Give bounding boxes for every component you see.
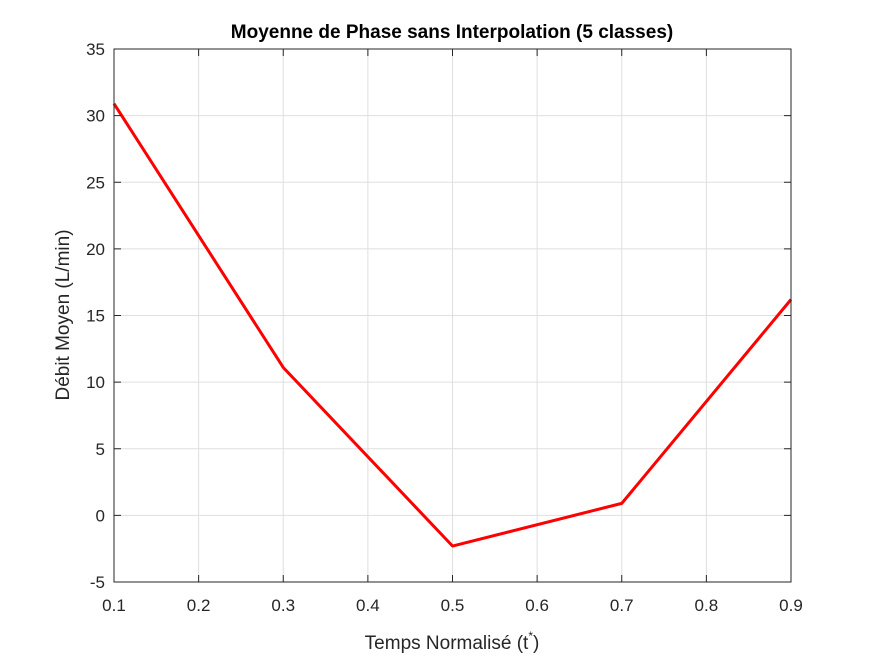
y-tick-label: 30 [86,107,105,126]
y-tick-labels: -5 0 5 10 15 20 25 30 35 [86,40,105,592]
y-tick-label: 35 [86,40,105,59]
y-tick-label: -5 [90,573,105,592]
y-axis-label: Débit Moyen (L/min) [53,229,74,400]
series-line [112,102,793,548]
x-tick-label: 0.3 [271,596,295,615]
x-tick-label: 0.8 [695,596,719,615]
x-axis-label: Temps Normalisé (t*) [365,629,540,654]
y-tick-label: 0 [96,506,105,525]
x-tick-label: 0.4 [356,596,380,615]
tick-marks [113,48,792,583]
y-tick-label: 25 [86,173,105,192]
x-tick-label: 0.5 [441,596,465,615]
series-group [112,102,793,548]
x-tick-label: 0.1 [102,596,126,615]
y-tick-label: 15 [86,307,105,326]
x-tick-label: 0.7 [610,596,634,615]
x-tick-label: 0.2 [187,596,211,615]
y-tick-label: 5 [96,440,105,459]
y-tick-label: 10 [86,373,105,392]
x-tick-label: 0.6 [525,596,549,615]
x-tick-labels: 0.1 0.2 0.3 0.4 0.5 0.6 0.7 0.8 0.9 [102,596,803,615]
x-tick-label: 0.9 [779,596,803,615]
chart-title: Moyenne de Phase sans Interpolation (5 c… [231,22,673,43]
y-tick-label: 20 [86,240,105,259]
